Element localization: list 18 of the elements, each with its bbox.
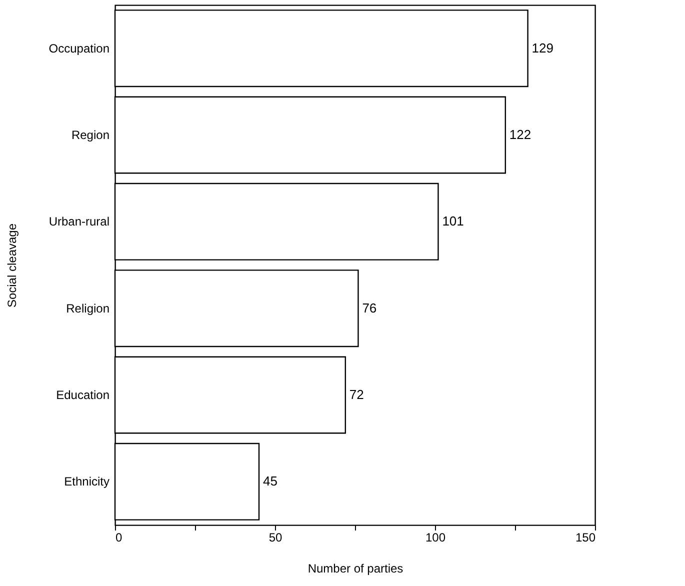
- y-axis-title: Social cleavage: [4, 223, 19, 308]
- data-label: 76: [362, 300, 377, 316]
- x-tick-label: 0: [116, 530, 122, 544]
- x-tick-label: 150: [575, 530, 596, 544]
- y-tick-label: Urban-rural: [48, 214, 110, 229]
- x-axis-title: Number of parties: [308, 562, 404, 576]
- data-label: 122: [509, 127, 532, 142]
- data-label: 101: [442, 214, 464, 229]
- x-tick-label: 100: [425, 530, 446, 544]
- y-tick-label: Education: [56, 388, 110, 402]
- data-label: 45: [263, 474, 278, 489]
- data-label: 72: [349, 387, 364, 402]
- y-tick-label: Ethnicity: [64, 474, 110, 489]
- y-tick-label: Occupation: [48, 41, 110, 56]
- data-label: 129: [532, 40, 554, 56]
- y-tick-label: Religion: [66, 301, 110, 316]
- x-tick-label: 50: [268, 530, 282, 544]
- y-tick-label: Region: [71, 128, 110, 142]
